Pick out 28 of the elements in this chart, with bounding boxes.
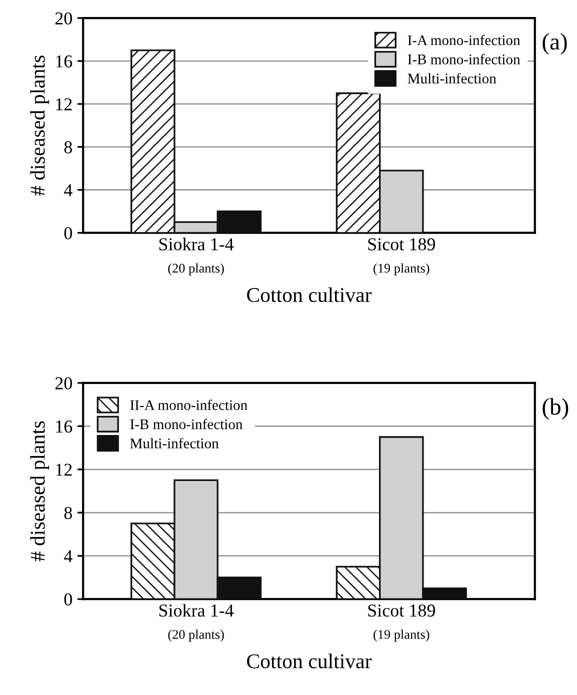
legend-label: Multi-infection	[408, 73, 496, 84]
y-tick-label: 4	[64, 550, 72, 562]
text: (a)	[542, 33, 567, 55]
legend-label: I-B mono-infection	[130, 418, 243, 430]
category-label: Siokra 1-4 (20 plants)	[159, 604, 234, 642]
y-tick-label: 12	[56, 98, 72, 110]
y-tick-label: 16	[56, 55, 72, 68]
y-tick-label: 16	[56, 420, 72, 433]
y-tick-label: 0	[64, 227, 72, 240]
y-tick-label: 20	[55, 377, 72, 390]
legend-label: Multi-infection	[130, 438, 219, 448]
y-tick-label: 0	[64, 593, 72, 606]
y-tick-label: 12	[56, 464, 72, 476]
legend-label: I-A mono-infection	[408, 34, 520, 46]
x-axis-title: Cotton cultivar	[247, 287, 372, 302]
y-tick-label: 8	[64, 506, 72, 520]
legend-label: I-B mono-infection	[408, 54, 520, 64]
text: (b)	[542, 398, 568, 420]
x-axis-title: Cotton cultivar	[247, 654, 372, 668]
y-tick-label: 4	[64, 184, 72, 196]
legend-label: II-A mono-infection	[130, 400, 248, 410]
y-axis-title: # diseased plants	[30, 56, 50, 196]
y-tick-label: 8	[64, 141, 72, 154]
category-label: Sicot 189 (19 plants)	[368, 604, 436, 642]
y-tick-label: 20	[55, 12, 72, 25]
y-axis-title: # diseased plants	[30, 421, 50, 562]
category-label: Sicot 189 (19 plants)	[368, 238, 436, 276]
category-label: Siokra 1-4 (20 plants)	[159, 238, 234, 276]
